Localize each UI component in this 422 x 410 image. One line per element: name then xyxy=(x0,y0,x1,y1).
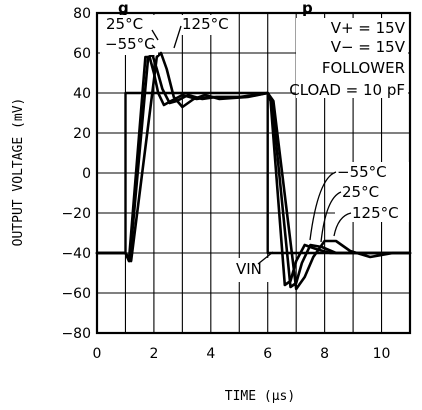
vin-callout: VIN xyxy=(233,251,274,282)
y-tick-label: 0 xyxy=(82,166,91,182)
fall-callouts: −55°C 25°C 125°C xyxy=(309,162,409,243)
chart-title-fragment-right: p xyxy=(302,0,313,17)
y-tick-label: −40 xyxy=(61,246,91,262)
y-tick-label: 60 xyxy=(73,46,91,62)
y-tick-label: 40 xyxy=(73,86,91,102)
rise-label-25c: 25°C xyxy=(106,15,143,33)
x-tick-label: 8 xyxy=(320,346,329,362)
condition-follower: FOLLOWER xyxy=(322,59,405,77)
data-series xyxy=(95,51,412,291)
condition-vplus: V+ = 15V xyxy=(331,19,406,37)
series-line-3 xyxy=(95,51,412,291)
fall-label-25c: 25°C xyxy=(342,183,379,201)
vin-label: VIN xyxy=(236,260,262,278)
y-tick-label: −20 xyxy=(61,206,91,222)
rise-label-minus55c: −55°C xyxy=(105,35,155,53)
x-tick-label: 0 xyxy=(93,346,102,362)
rise-callouts: 25°C −55°C 125°C xyxy=(100,15,236,55)
x-tick-label: 2 xyxy=(149,346,158,362)
condition-cload: CLOAD = 10 pF xyxy=(289,81,405,99)
x-axis-label: TIME (µs) xyxy=(225,389,295,404)
plot-frame xyxy=(95,11,412,335)
y-axis-label: OUTPUT VOLTAGE (mV) xyxy=(11,98,26,247)
chart-title-fragment-left: g xyxy=(118,0,129,17)
rise-label-125c: 125°C xyxy=(182,15,229,33)
condition-vminus: V− = 15V xyxy=(331,38,406,56)
test-conditions: V+ = 15V V− = 15V FOLLOWER CLOAD = 10 pF xyxy=(289,18,408,99)
tick-labels: 0 2 4 6 8 10 −80 −60 −40 −20 0 20 40 60 80 xyxy=(61,6,390,362)
x-tick-label: 4 xyxy=(206,346,215,362)
y-tick-label: −80 xyxy=(61,326,91,342)
fall-label-125c: 125°C xyxy=(352,204,399,222)
x-tick-label: 10 xyxy=(373,346,391,362)
y-tick-label: 20 xyxy=(73,126,91,142)
fall-label-minus55c: −55°C xyxy=(337,163,387,181)
x-tick-label: 6 xyxy=(263,346,272,362)
y-tick-label: 80 xyxy=(73,6,91,22)
y-tick-label: −60 xyxy=(61,286,91,302)
